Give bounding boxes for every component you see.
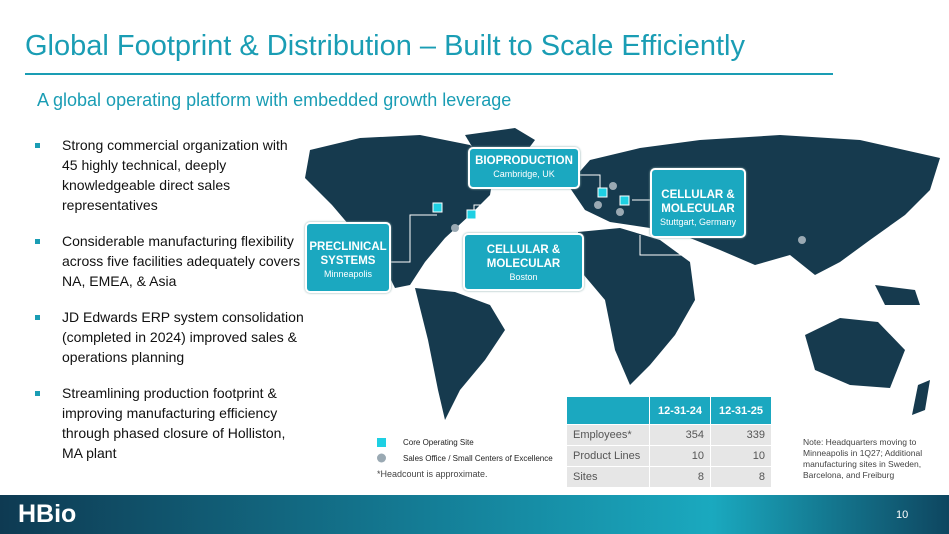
callout-title: CELLULAR & MOLECULAR xyxy=(661,189,735,215)
cell: 10 xyxy=(710,445,772,467)
callout: CELLULAR & MOLECULAR Stuttgart, Germany xyxy=(650,168,746,238)
callout: CELLULAR & MOLECULAR Boston xyxy=(463,233,584,291)
legend-label: Sales Office / Small Centers of Excellen… xyxy=(403,454,553,463)
callout: PRECLINICAL SYSTEMS Minneapolis xyxy=(305,222,391,293)
row-label: Employees* xyxy=(567,424,650,446)
callout-location: Cambridge, UK xyxy=(493,169,555,179)
title-rule xyxy=(25,73,833,75)
bullet: Strong commercial organization with 45 h… xyxy=(35,135,305,215)
cell: 339 xyxy=(710,424,772,446)
callout-title: BIOPRODUCTION xyxy=(475,155,573,167)
callout-title: CELLULAR & MOLECULAR xyxy=(486,244,561,270)
bullet-list: Strong commercial organization with 45 h… xyxy=(35,135,305,479)
page-number: 10 xyxy=(896,509,909,521)
callout-location: Stuttgart, Germany xyxy=(659,217,737,227)
subtitle: A global operating platform with embedde… xyxy=(37,90,512,110)
bullet: JD Edwards ERP system consolidation (com… xyxy=(35,307,305,367)
cell: 354 xyxy=(649,424,711,446)
legend-label: Core Operating Site xyxy=(403,438,474,447)
continents xyxy=(305,128,940,420)
callout-location: Minneapolis xyxy=(323,269,373,279)
note: Note: Headquarters moving to Minneapolis… xyxy=(803,437,923,480)
callout-title: PRECLINICAL SYSTEMS xyxy=(309,241,387,267)
footer-band xyxy=(0,495,949,534)
cell: 8 xyxy=(710,466,772,487)
title: Global Footprint & Distribution – Built … xyxy=(25,30,745,62)
cell: 8 xyxy=(649,466,711,487)
core-sites xyxy=(432,187,630,220)
legend-circle xyxy=(377,453,386,463)
row-label: Product Lines xyxy=(567,445,650,467)
logo: HBio xyxy=(18,500,77,528)
header-cell: 12-31-25 xyxy=(710,397,772,425)
footnote: *Headcount is approximate. xyxy=(377,469,488,479)
stats-table: 12-31-24 12-31-25 Employees* 354 339 Produ… xyxy=(567,397,772,487)
row-label: Sites xyxy=(567,466,650,487)
header-cell xyxy=(567,397,650,425)
bullet: Streamlining production footprint & impr… xyxy=(35,383,305,463)
header-cell: 12-31-24 xyxy=(649,397,711,425)
sales-offices xyxy=(451,182,806,244)
bullet: Considerable manufacturing flexibility a… xyxy=(35,231,305,291)
legend-square xyxy=(377,438,386,447)
callout: BIOPRODUCTION Cambridge, UK xyxy=(468,147,580,189)
cell: 10 xyxy=(649,445,711,467)
callout-location: Boston xyxy=(509,272,538,282)
